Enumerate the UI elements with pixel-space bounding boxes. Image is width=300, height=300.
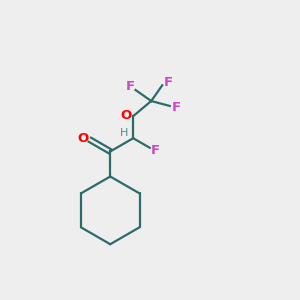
Text: F: F <box>164 76 173 89</box>
Text: H: H <box>120 128 128 138</box>
Text: F: F <box>172 101 181 114</box>
Text: O: O <box>78 132 89 145</box>
Text: O: O <box>120 109 131 122</box>
Text: F: F <box>126 80 135 93</box>
Text: F: F <box>151 144 160 157</box>
